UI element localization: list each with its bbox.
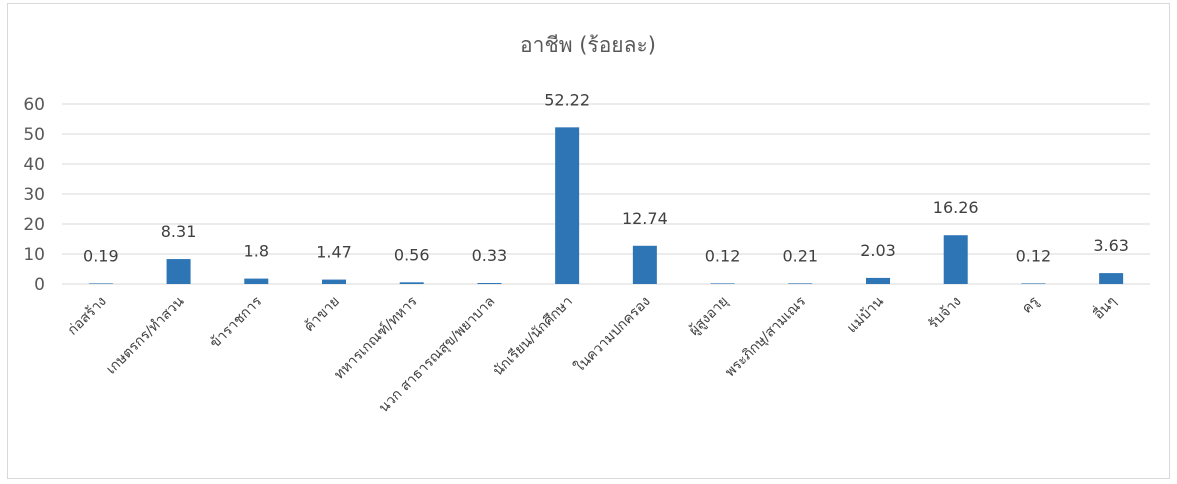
category-label: ค้าขาย [301, 294, 343, 336]
bar [555, 127, 580, 284]
bar [710, 283, 735, 284]
data-label: 8.31 [161, 222, 197, 241]
bar [166, 259, 191, 284]
y-tick-label: 0 [34, 275, 45, 295]
bars [88, 127, 1124, 284]
bar [1099, 273, 1124, 284]
data-label: 3.63 [1093, 236, 1129, 255]
data-label: 1.8 [244, 242, 269, 261]
bar [1021, 283, 1046, 284]
category-label: เกษตรกร/ทำสวน [103, 293, 187, 377]
y-axis-ticks: 0 10 20 30 40 50 60 [23, 95, 45, 295]
bar [322, 279, 346, 284]
bar [866, 277, 890, 284]
y-tick-label: 30 [23, 185, 45, 205]
data-label: 2.03 [860, 241, 896, 260]
bar [399, 282, 424, 284]
y-tick-label: 40 [23, 155, 45, 175]
y-tick-label: 60 [23, 95, 45, 115]
gridlines [62, 103, 1150, 285]
data-label: 1.47 [316, 243, 352, 262]
data-label: 0.12 [705, 247, 741, 266]
category-label: นักเรียน/นักศึกษา [490, 294, 576, 380]
bar [244, 278, 269, 284]
data-label: 0.21 [782, 246, 818, 265]
data-label: 12.74 [622, 209, 668, 228]
y-tick-label: 10 [23, 245, 45, 265]
category-label: แม่บ้าน [844, 293, 887, 336]
bar [943, 235, 968, 284]
category-label: ครู [1019, 293, 1043, 317]
data-label: 0.56 [394, 245, 430, 264]
bar [88, 283, 113, 284]
data-label: 52.22 [544, 90, 590, 109]
bar [788, 283, 813, 284]
chart-title: อาชีพ (ร้อยละ) [520, 33, 656, 57]
bar [477, 283, 502, 284]
category-label: รับจ้าง [925, 294, 964, 333]
category-label: ทหารเกณฑ์/ทหาร [331, 292, 421, 382]
category-label: ในความปกครอง [571, 293, 654, 376]
category-label: อื่นๆ [1089, 292, 1120, 323]
y-tick-label: 20 [23, 215, 45, 235]
category-label: ผู้สูงอายุ [686, 294, 731, 339]
category-label: ก่อสร้าง [65, 294, 110, 339]
data-label: 0.12 [1016, 247, 1052, 266]
y-tick-label: 50 [23, 125, 45, 145]
category-label: ข้าราชการ [207, 293, 265, 351]
data-label: 0.33 [472, 246, 508, 265]
data-label: 16.26 [933, 198, 979, 217]
category-label: พระภิกษุ/สามเณร [722, 293, 809, 380]
chart-area [7, 3, 1170, 479]
data-label: 0.19 [83, 246, 119, 265]
data-labels: 0.19 8.31 1.8 1.47 0.56 0.33 52.22 12.74 0.12 0.2… [83, 90, 1129, 265]
bar [632, 245, 657, 284]
